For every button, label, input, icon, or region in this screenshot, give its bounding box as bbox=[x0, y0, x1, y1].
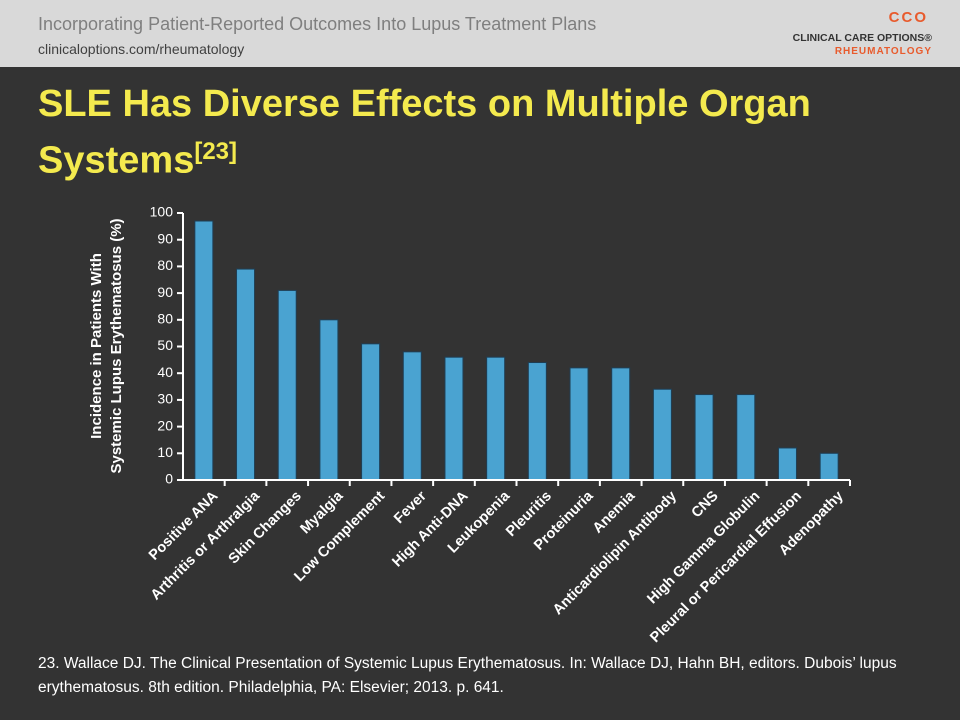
x-tick-label: High Anti-DNA bbox=[389, 488, 471, 570]
title-text: SLE Has Diverse Effects on Multiple Orga… bbox=[38, 83, 811, 182]
bar bbox=[194, 220, 214, 481]
bar bbox=[277, 289, 297, 481]
y-tick-label: 100 bbox=[150, 204, 174, 220]
bar bbox=[652, 388, 672, 481]
y-tick-label: 40 bbox=[157, 364, 173, 380]
y-tick-label: 80 bbox=[157, 311, 173, 327]
bar bbox=[777, 447, 797, 481]
bar bbox=[527, 362, 547, 481]
bar bbox=[236, 268, 256, 481]
bar bbox=[402, 351, 422, 481]
bar bbox=[819, 452, 839, 481]
y-tick-label: 50 bbox=[157, 337, 173, 353]
y-tick-label: 10 bbox=[157, 444, 173, 460]
bar bbox=[486, 356, 506, 481]
x-tick-label: Fever bbox=[391, 488, 430, 527]
bar bbox=[361, 343, 381, 481]
y-axis-label: Incidence in Patients With bbox=[88, 253, 105, 439]
logo-sub: RHEUMATOLOGY bbox=[834, 46, 932, 57]
bar bbox=[569, 367, 589, 481]
bar bbox=[736, 394, 756, 481]
y-tick-label: 80 bbox=[157, 257, 173, 273]
y-tick-label: 0 bbox=[165, 471, 173, 487]
bar bbox=[611, 367, 631, 481]
logo-name: CLINICAL CARE OPTIONS® bbox=[792, 32, 932, 44]
y-tick-label: 30 bbox=[157, 391, 173, 407]
x-tick-label: CNS bbox=[689, 488, 722, 521]
slide-title: SLE Has Diverse Effects on Multiple Orga… bbox=[38, 80, 908, 185]
y-tick-label: 90 bbox=[157, 284, 173, 300]
y-tick-label: 20 bbox=[157, 417, 173, 433]
y-tick-label: 90 bbox=[157, 230, 173, 246]
header-url: clinicaloptions.com/rheumatology bbox=[38, 41, 245, 57]
footnote: 23. Wallace DJ. The Clinical Presentatio… bbox=[38, 655, 897, 696]
header-title: Incorporating Patient-Reported Outcomes … bbox=[38, 14, 597, 34]
title-ref: [23] bbox=[194, 138, 238, 165]
bar bbox=[694, 394, 714, 481]
header: Incorporating Patient-Reported Outcomes … bbox=[0, 0, 960, 67]
x-tick-label: Skin Changes bbox=[226, 488, 305, 567]
bar bbox=[319, 319, 339, 481]
logo-mark: CCO bbox=[888, 9, 928, 26]
y-axis-label: Systemic Lupus Erythematosus (%) bbox=[108, 218, 125, 473]
x-tick-label: Pleural or Pericardial Effusion bbox=[647, 488, 805, 646]
bar bbox=[444, 356, 464, 481]
